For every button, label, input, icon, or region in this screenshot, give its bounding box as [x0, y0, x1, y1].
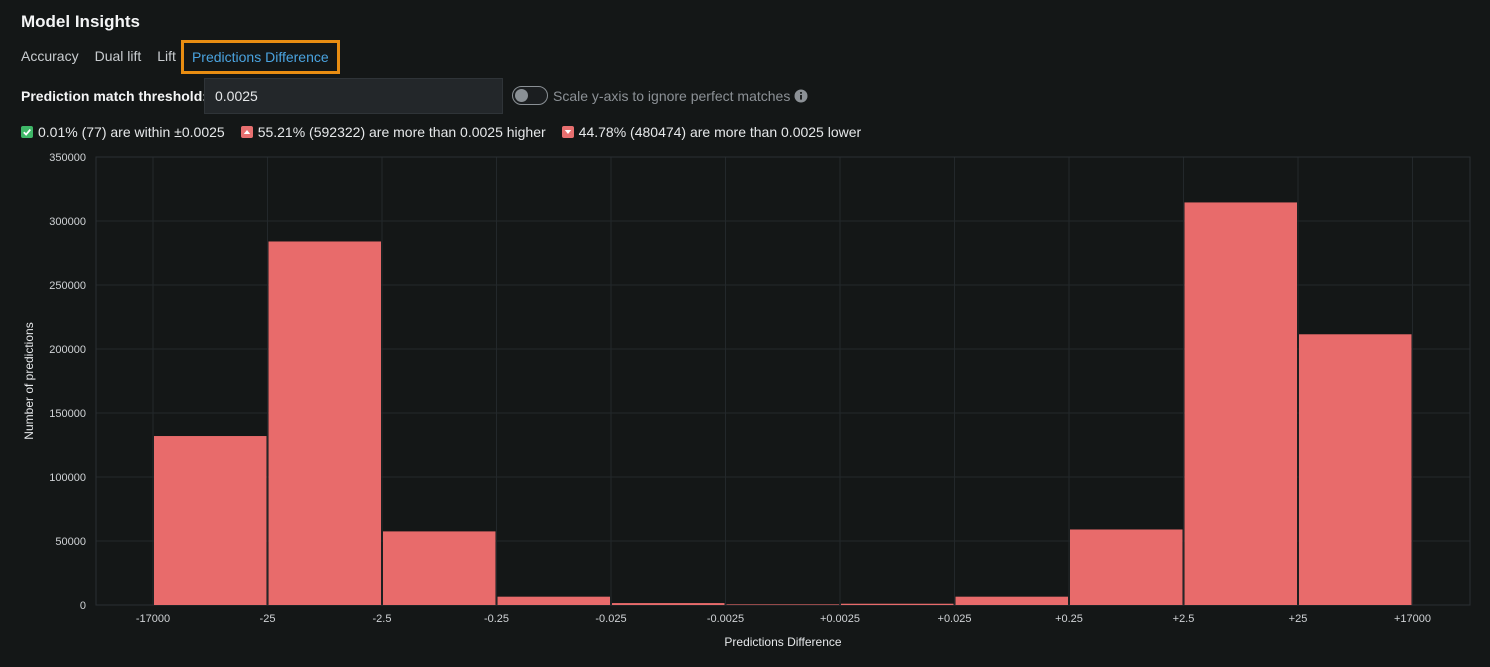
- histogram-bar[interactable]: [1070, 529, 1183, 605]
- histogram-bar[interactable]: [726, 604, 840, 605]
- x-tick-label: +0.025: [938, 613, 972, 625]
- histogram-bar[interactable]: [268, 241, 382, 606]
- summary-lower: 44.78% (480474) are more than 0.0025 low…: [561, 124, 862, 140]
- histogram-bar[interactable]: [497, 596, 611, 605]
- insight-tabs: Accuracy Dual lift Lift Predictions Diff…: [21, 39, 353, 74]
- x-tick-label: +17000: [1394, 613, 1431, 625]
- caret-up-square-icon: [240, 126, 253, 138]
- y-tick-label: 100000: [49, 472, 86, 484]
- toggle-knob: [515, 88, 528, 102]
- info-circle-icon[interactable]: [794, 89, 808, 103]
- y-tick-label: 250000: [49, 280, 86, 292]
- x-tick-label: +25: [1289, 613, 1308, 625]
- y-axis-ticks: 0 50000 100000 150000 200000 250000 300000 3500…: [49, 152, 86, 612]
- y-tick-label: 200000: [49, 344, 86, 356]
- bars-group: [154, 202, 1412, 606]
- y-tick-label: 300000: [49, 216, 86, 228]
- histogram-bar[interactable]: [1184, 202, 1298, 605]
- x-tick-label: +0.25: [1055, 613, 1083, 625]
- scale-y-axis-toggle[interactable]: [512, 86, 548, 105]
- y-axis-title: Number of predictions: [22, 322, 36, 439]
- histogram-bar[interactable]: [955, 596, 1069, 605]
- tab-lift[interactable]: Lift: [157, 48, 176, 64]
- y-tick-label: 50000: [55, 536, 86, 548]
- summary-within-text: 0.01% (77) are within ±0.0025: [38, 124, 225, 140]
- scale-y-axis-label: Scale y-axis to ignore perfect matches: [553, 88, 791, 104]
- histogram-bar[interactable]: [612, 603, 725, 605]
- x-tick-label: +0.0025: [820, 613, 860, 625]
- x-tick-label: -2.5: [373, 613, 392, 625]
- histogram-bar[interactable]: [1299, 334, 1412, 605]
- histogram-bar[interactable]: [154, 436, 267, 605]
- histogram-bar[interactable]: [383, 531, 496, 605]
- x-axis-title: Predictions Difference: [724, 635, 841, 649]
- x-tick-label: -17000: [136, 613, 170, 625]
- threshold-input[interactable]: [204, 78, 503, 114]
- threshold-label: Prediction match threshold:: [21, 88, 207, 104]
- check-square-icon: [21, 126, 33, 138]
- y-tick-label: 150000: [49, 408, 86, 420]
- summary-legend: 0.01% (77) are within ±0.0025 55.21% (59…: [21, 124, 877, 140]
- summary-lower-text: 44.78% (480474) are more than 0.0025 low…: [578, 124, 862, 140]
- x-tick-label: -0.025: [595, 613, 626, 625]
- caret-down-square-icon: [561, 126, 574, 138]
- tab-predictions-difference[interactable]: Predictions Difference: [180, 39, 340, 74]
- page-title: Model Insights: [21, 12, 140, 31]
- y-tick-label: 0: [80, 600, 86, 612]
- x-tick-label: -0.25: [484, 613, 509, 625]
- x-tick-label: +2.5: [1173, 613, 1195, 625]
- histogram-bar[interactable]: [841, 603, 954, 605]
- summary-higher-text: 55.21% (592322) are more than 0.0025 hig…: [257, 124, 546, 140]
- y-tick-label: 350000: [49, 152, 86, 164]
- x-tick-label: -25: [260, 613, 276, 625]
- x-axis-ticks: -17000 -25 -2.5 -0.25 -0.025 -0.0025 +0.0025 +0…: [136, 613, 1431, 625]
- tab-accuracy[interactable]: Accuracy: [21, 48, 79, 64]
- summary-within: 0.01% (77) are within ±0.0025: [21, 124, 225, 140]
- summary-higher: 55.21% (592322) are more than 0.0025 hig…: [240, 124, 546, 140]
- tab-dual-lift[interactable]: Dual lift: [94, 48, 142, 64]
- x-tick-label: -0.0025: [707, 613, 744, 625]
